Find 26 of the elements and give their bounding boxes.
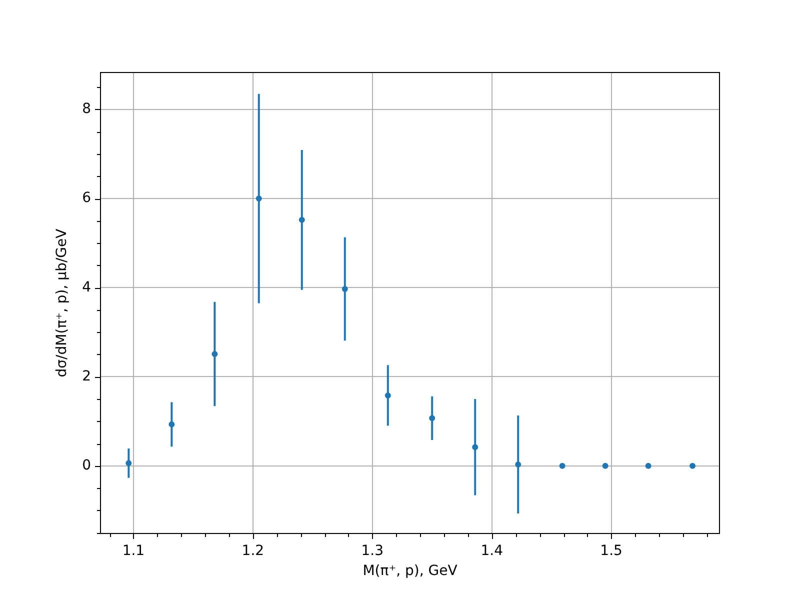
y-axis-title: dσ/dM(π⁺, p), μb/GeV <box>54 228 70 378</box>
x-tick-label: 1.3 <box>361 543 384 560</box>
point <box>256 196 262 202</box>
y-tick-label: 8 <box>82 101 91 118</box>
point <box>384 392 391 398</box>
y-tick-label: 6 <box>82 190 92 206</box>
point <box>559 462 566 469</box>
point <box>126 460 132 466</box>
point <box>472 444 478 450</box>
point <box>515 462 522 468</box>
point <box>342 286 348 292</box>
y-tick-label: 2 <box>82 368 91 384</box>
point <box>429 415 436 422</box>
point <box>690 462 696 469</box>
point <box>212 351 218 358</box>
point <box>168 421 175 428</box>
x-tick-label: 1.4 <box>480 543 504 560</box>
point <box>298 216 305 223</box>
y-tick-label: 0 <box>82 457 91 474</box>
point <box>645 462 652 469</box>
x-tick-label: 1.2 <box>242 543 264 560</box>
y-tick-label: 4 <box>82 279 92 296</box>
x-tick-label: 1.5 <box>600 543 622 560</box>
x-tick-label: 1.1 <box>122 543 145 560</box>
point <box>602 462 608 469</box>
x-axis-title: M(π⁺, p), GeV <box>362 563 458 580</box>
